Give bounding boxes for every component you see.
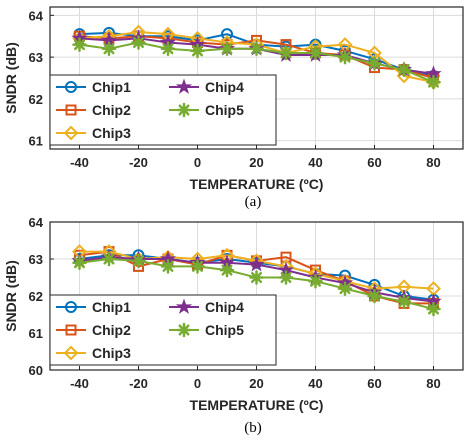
legend-label-chip3: Chip3 [92, 345, 131, 361]
x-tick-label: -20 [129, 155, 148, 170]
legend: Chip1 Chip2 Chip3 Chip4 Chip5 [49, 74, 277, 146]
data-point-chip5 [337, 49, 353, 65]
chart-panel-b: -40 -20 0 20 40 60 80 60 61 62 63 64 TEMPERATURE (ºC… [3, 215, 464, 413]
legend-label-chip4: Chip4 [205, 299, 244, 315]
x-tick-label: 80 [426, 376, 440, 391]
y-tick-label: 63 [29, 252, 43, 267]
x-tick-label: 80 [426, 155, 440, 170]
legend-marker-chip4 [175, 78, 193, 94]
data-point-chip5 [160, 259, 176, 274]
data-point-chip5 [249, 270, 264, 285]
chart-panel-a: -40 -20 0 20 40 60 80 61 62 63 64 TEMPERATURE (ºC) S… [3, 6, 464, 192]
y-tick-label: 64 [29, 215, 44, 230]
data-point-chip5 [367, 56, 382, 71]
legend-label-chip5: Chip5 [205, 102, 244, 118]
data-point-chip5 [131, 35, 146, 50]
legend-label-chip1: Chip1 [92, 79, 131, 95]
x-axis-label: TEMPERATURE (ºC) [190, 176, 324, 192]
data-point-chip5 [396, 62, 412, 77]
x-tick-label: 20 [249, 376, 263, 391]
x-tick-label: -20 [129, 376, 148, 391]
legend-label-chip2: Chip2 [92, 102, 131, 118]
legend-label-chip4: Chip4 [205, 79, 244, 95]
legend-box [49, 294, 277, 366]
data-point-chip5 [308, 45, 323, 61]
y-tick-label: 62 [29, 92, 43, 107]
legend-marker-chip1 [65, 301, 77, 313]
data-point-chip5 [278, 270, 294, 285]
data-point-chip5 [219, 41, 235, 57]
data-point-chip5 [219, 262, 235, 278]
y-tick-label: 62 [29, 289, 43, 304]
data-point-chip5 [101, 41, 117, 57]
x-tick-label: 60 [367, 376, 381, 391]
panel-caption-a: (a) [245, 194, 262, 210]
x-tick-label: -40 [70, 376, 89, 391]
data-point-chip5 [101, 251, 117, 267]
data-point-chip4 [248, 256, 265, 272]
data-point-chip5 [337, 281, 353, 296]
data-point-chip5 [131, 253, 146, 269]
y-axis-label: SNDR (dB) [3, 260, 19, 332]
y-tick-label: 63 [29, 50, 43, 65]
legend-marker-chip5 [176, 322, 192, 338]
y-tick-label: 61 [29, 134, 43, 149]
legend-marker-chip2 [65, 104, 77, 116]
x-tick-label: 40 [308, 376, 322, 391]
legend-marker-chip3 [63, 125, 79, 141]
data-point-chip5 [190, 43, 205, 59]
data-point-chip5 [278, 45, 294, 61]
x-tick-label: -40 [70, 155, 89, 170]
panel-caption-b: (b) [244, 420, 262, 436]
x-tick-label: 60 [367, 155, 381, 170]
y-tick-label: 64 [29, 8, 44, 23]
data-point-chip5 [190, 259, 205, 274]
legend-marker-chip3 [63, 345, 79, 361]
legend-label-chip5: Chip5 [205, 322, 244, 338]
data-point-chip5 [72, 37, 87, 52]
legend-label-chip3: Chip3 [92, 125, 131, 141]
x-tick-label: 0 [194, 376, 201, 391]
legend: Chip1 Chip2 Chip3 Chip4 Chip5 [49, 294, 277, 366]
y-tick-label: 60 [29, 363, 43, 378]
legend-marker-chip5 [176, 102, 192, 118]
data-point-chip5 [367, 288, 382, 304]
x-axis-label: TEMPERATURE (ºC) [190, 397, 324, 413]
legend-label-chip2: Chip2 [92, 322, 131, 338]
data-point-chip5 [426, 74, 441, 90]
data-point-chip5 [249, 41, 264, 57]
x-tick-label: 40 [308, 155, 322, 170]
legend-label-chip1: Chip1 [92, 299, 131, 315]
data-point-chip5 [308, 273, 323, 289]
data-point-chip5 [396, 294, 412, 309]
legend-box [49, 74, 277, 146]
y-axis-label: SNDR (dB) [3, 42, 19, 114]
x-tick-label: 0 [194, 155, 201, 170]
x-tick-label: 20 [249, 155, 263, 170]
legend-marker-chip1 [65, 81, 77, 93]
legend-marker-chip4 [175, 298, 193, 314]
data-point-chip5 [72, 255, 87, 270]
y-tick-label: 61 [29, 326, 43, 341]
data-point-chip5 [426, 301, 441, 317]
data-point-chip5 [160, 41, 176, 57]
legend-marker-chip2 [65, 324, 77, 336]
